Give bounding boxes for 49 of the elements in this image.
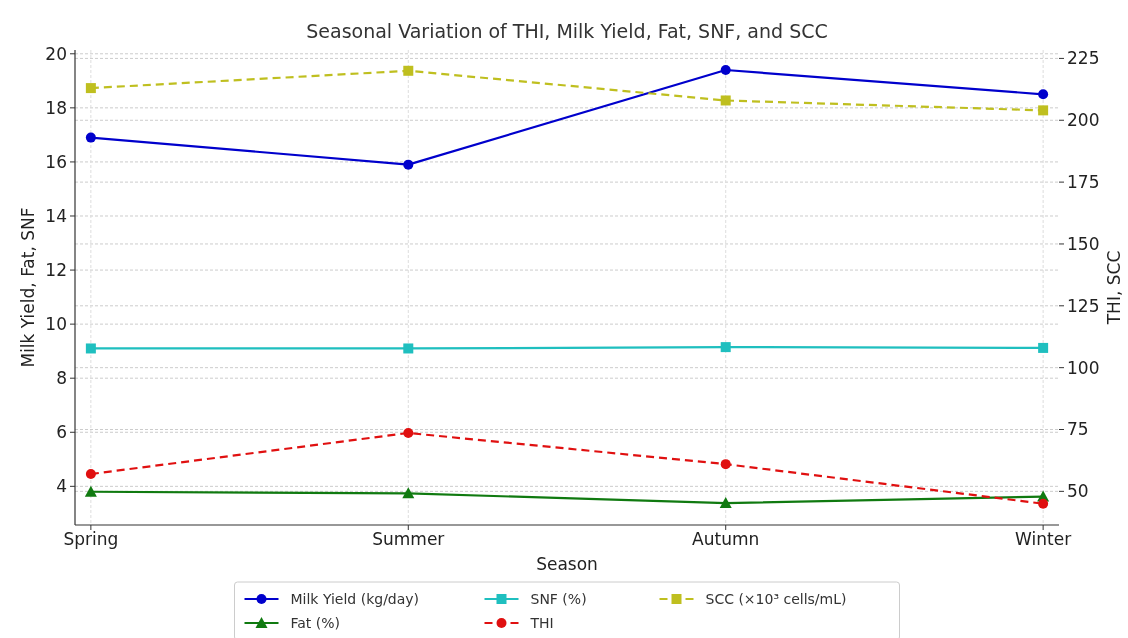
y2-tick-label: 175 xyxy=(1067,172,1100,193)
y-tick-label: 10 xyxy=(45,314,67,335)
x-tick-label: Summer xyxy=(372,529,445,549)
y-tick-label: 4 xyxy=(56,476,67,497)
x-tick-label: Winter xyxy=(1015,529,1072,549)
y2-tick-label: 100 xyxy=(1067,357,1100,378)
y-tick-label: 16 xyxy=(45,151,67,172)
legend-label: Fat (%) xyxy=(290,614,341,631)
y2-tick-label: 125 xyxy=(1067,295,1100,316)
legend-label: SNF (%) xyxy=(530,590,587,607)
y2-tick-label: 200 xyxy=(1067,110,1100,131)
legend-label: Milk Yield (kg/day) xyxy=(290,590,420,607)
y-tick-label: 6 xyxy=(56,422,67,443)
y-tick-label: 12 xyxy=(45,260,67,281)
point xyxy=(85,343,96,354)
x-axis-title: Season xyxy=(536,554,598,574)
point xyxy=(1038,89,1049,100)
point xyxy=(85,132,96,143)
y2-tick-label: 75 xyxy=(1067,419,1089,440)
point xyxy=(85,469,96,480)
x-tick-label: Spring xyxy=(63,529,119,549)
point xyxy=(719,497,732,509)
point xyxy=(1038,498,1049,509)
point xyxy=(403,343,414,354)
point xyxy=(1038,105,1049,116)
y2-tick-label: 50 xyxy=(1067,481,1089,502)
point xyxy=(403,65,414,76)
point xyxy=(402,487,415,499)
point xyxy=(720,342,731,353)
y-tick-label: 18 xyxy=(45,97,67,118)
y-tick-label: 8 xyxy=(56,368,67,389)
point xyxy=(1038,342,1049,353)
point xyxy=(720,459,731,470)
point xyxy=(720,65,731,76)
y-tick-label: 14 xyxy=(45,205,67,226)
point xyxy=(84,485,97,497)
y2-axis-title: THI, SCC xyxy=(1104,250,1124,326)
chart-title: Seasonal Variation of THI, Milk Yield, Fat, SNF, and SCC xyxy=(306,20,828,42)
point xyxy=(85,83,96,94)
y2-tick-label: 225 xyxy=(1067,48,1100,69)
point xyxy=(403,427,414,438)
y-axis-title: Milk Yield, Fat, SNF xyxy=(18,207,38,368)
point xyxy=(720,95,731,106)
y2-tick-label: 150 xyxy=(1067,233,1100,254)
legend-label: THI xyxy=(529,614,554,631)
y-tick-label: 20 xyxy=(45,43,67,64)
x-tick-label: Autumn xyxy=(692,529,760,549)
point xyxy=(403,159,414,170)
legend-label: SCC (×10³ cells/mL) xyxy=(705,590,847,607)
